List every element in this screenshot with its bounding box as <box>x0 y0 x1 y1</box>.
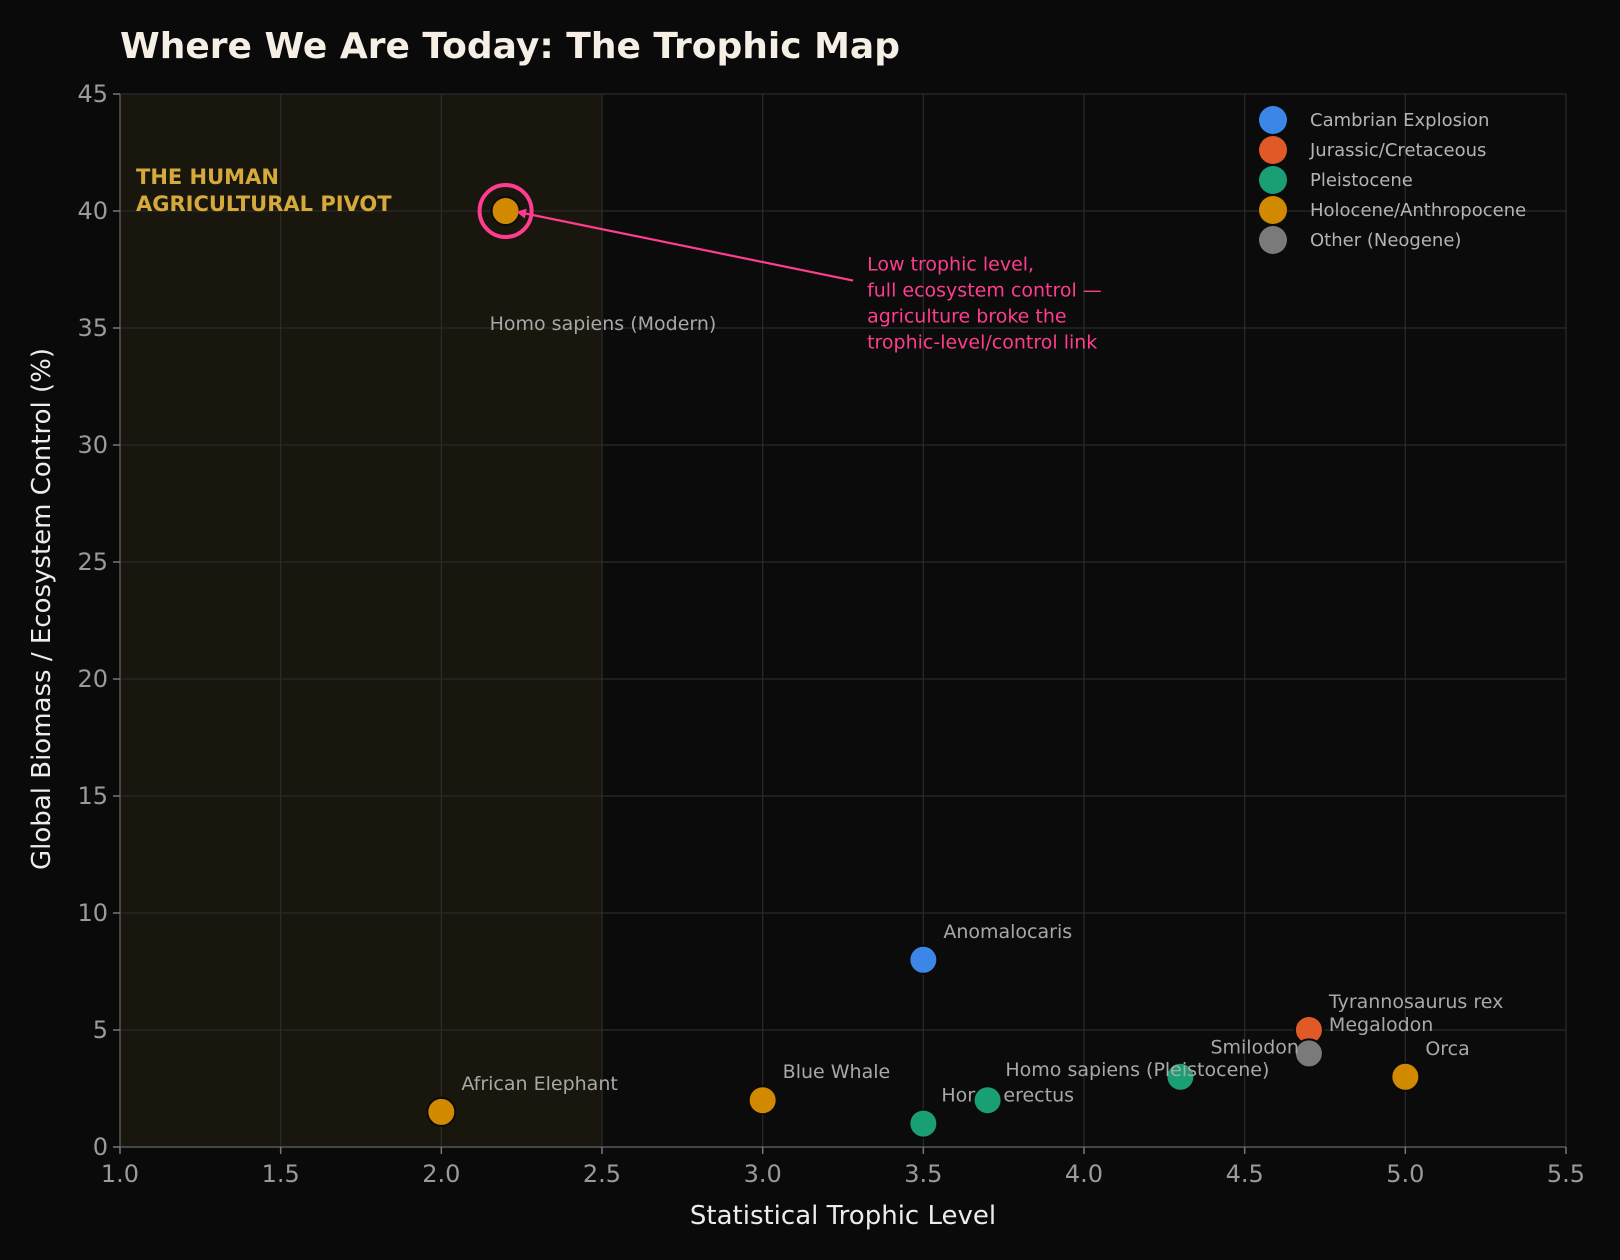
data-point <box>490 196 521 226</box>
y-tick-label: 15 <box>77 782 108 810</box>
y-tick-label: 35 <box>77 314 108 342</box>
legend-marker <box>1259 196 1287 224</box>
data-point <box>972 1085 1003 1116</box>
plot-area: 1.0 1.5 2.0 2.5 3.0 3.5 4.0 4.5 5.0 5.5 0 5 10 15 20 25… <box>77 80 1585 1188</box>
y-tick-label: 40 <box>77 197 108 225</box>
chart-title: Where We Are Today: The Trophic Map <box>120 26 900 67</box>
legend-entry: Jurassic/Cretaceous <box>1309 140 1486 161</box>
highlight-ring <box>477 183 534 239</box>
legend-marker <box>1259 226 1287 254</box>
point-label: Orca <box>1425 1038 1469 1060</box>
point-label: Homo sapiens (Modern) <box>490 313 717 335</box>
point-label: Megalodon <box>1329 1014 1433 1036</box>
x-tick-label: 5.5 <box>1547 1160 1585 1188</box>
region-label: THE HUMAN <box>136 165 279 189</box>
x-tick-label: 4.5 <box>1226 1160 1264 1188</box>
data-point <box>1165 1061 1196 1092</box>
annotation-arrow <box>516 208 854 282</box>
data-point <box>426 1096 457 1127</box>
y-axis-label: Global Biomass / Ecosystem Control (%) <box>27 348 57 870</box>
y-tick-label: 5 <box>93 1016 108 1044</box>
y-tick-label: 10 <box>77 899 108 927</box>
legend-entry: Cambrian Explosion <box>1310 110 1489 131</box>
data-point <box>1293 1038 1324 1069</box>
point-label: Homo erectus <box>941 1085 1074 1107</box>
highlight-region <box>120 94 602 1147</box>
point-label: Blue Whale <box>783 1061 891 1083</box>
x-tick-label: 3.0 <box>744 1160 782 1188</box>
x-tick-label: 3.5 <box>904 1160 942 1188</box>
y-tick-label: 0 <box>93 1133 108 1161</box>
annotation-text: full ecosystem control — <box>867 280 1102 302</box>
annotation-text: trophic-level/control link <box>867 332 1097 354</box>
point-label: African Elephant <box>461 1073 617 1095</box>
legend-entry: Holocene/Anthropocene <box>1310 200 1526 221</box>
data-point <box>908 1108 939 1139</box>
y-tick-label: 30 <box>77 431 108 459</box>
plot-background <box>120 94 1566 1147</box>
data-point <box>908 944 939 975</box>
legend-entry: Other (Neogene) <box>1310 230 1461 251</box>
annotation-text: Low trophic level, <box>867 254 1034 276</box>
legend-marker <box>1259 106 1287 134</box>
x-tick-label: 2.5 <box>583 1160 621 1188</box>
x-tick-label: 1.0 <box>101 1160 139 1188</box>
y-tick-label: 25 <box>77 548 108 576</box>
legend-entry: Pleistocene <box>1310 170 1413 191</box>
y-tick-label: 20 <box>77 665 108 693</box>
x-tick-label: 2.0 <box>422 1160 460 1188</box>
legend-marker <box>1259 166 1287 194</box>
data-point <box>1390 1061 1421 1092</box>
point-label: Tyrannosaurus rex <box>1328 991 1503 1013</box>
x-tick-label: 5.0 <box>1386 1160 1424 1188</box>
point-label: Anomalocaris <box>943 921 1072 943</box>
legend-marker <box>1259 136 1287 164</box>
region-label: AGRICULTURAL PIVOT <box>136 192 392 216</box>
data-point <box>747 1085 778 1116</box>
x-axis-label: Statistical Trophic Level <box>690 1201 996 1231</box>
x-tick-label: 1.5 <box>262 1160 300 1188</box>
x-tick-label: 4.0 <box>1065 1160 1103 1188</box>
y-tick-label: 45 <box>77 80 108 108</box>
point-label: Homo sapiens (Pleistocene) <box>1005 1059 1269 1081</box>
point-label: Smilodon <box>1210 1036 1298 1058</box>
annotation-text: agriculture broke the <box>867 306 1067 328</box>
